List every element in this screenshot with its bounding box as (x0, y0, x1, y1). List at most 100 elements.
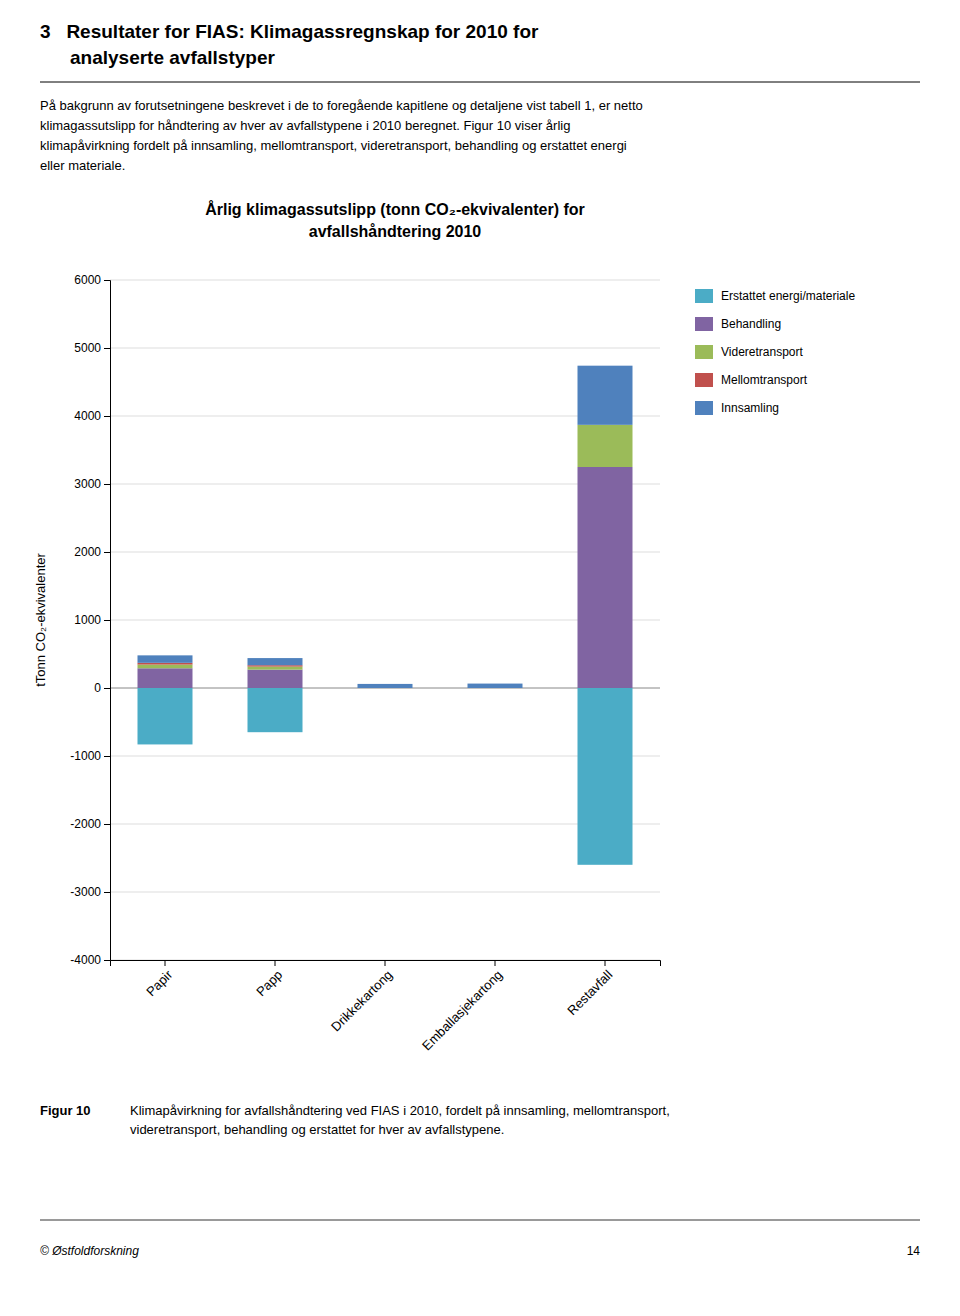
bar (248, 658, 303, 665)
y-tick-mark (104, 348, 110, 349)
y-tick: -3000 (70, 885, 110, 899)
bar (578, 467, 633, 688)
y-tick-label: -4000 (70, 953, 101, 967)
bar (248, 665, 303, 666)
x-tick-label: Emballasjekartong (419, 967, 505, 1053)
x-tick-label: Drikkekartong (328, 967, 395, 1034)
bar (358, 684, 413, 688)
legend-label: Videretransport (721, 345, 803, 359)
series (138, 366, 633, 688)
y-tick-label: 3000 (74, 477, 101, 491)
bar (578, 688, 633, 689)
legend-label: Innsamling (721, 401, 779, 415)
y-tick: 3000 (74, 477, 110, 491)
x-tick: Papir (143, 960, 176, 999)
y-axis: -4000 -3000 -2000 -1000 0 1000 2000 3000 4000 500… (70, 273, 110, 967)
legend-swatch (695, 401, 713, 415)
x-tick: Drikkekartong (328, 960, 395, 1034)
grid-line (110, 280, 660, 281)
legend-swatch (695, 317, 713, 331)
caption: Figur 10Klimapåvirkning for avfallshåndt… (40, 1103, 670, 1137)
legend-swatch (695, 289, 713, 303)
y-tick-mark (104, 416, 110, 417)
body-text: På bakgrunn av forutsetningene beskrevet… (40, 98, 643, 173)
bar (578, 425, 633, 467)
bar (468, 684, 523, 688)
grid-line (110, 348, 660, 349)
x-tick-mark (165, 960, 166, 966)
body-line: klimapåvirkning fordelt på innsamling, m… (40, 138, 627, 153)
y-tick-label: 6000 (74, 273, 101, 287)
y-tick-label: 0 (94, 681, 101, 695)
legend-swatch (695, 345, 713, 359)
body-line: På bakgrunn av forutsetningene beskrevet… (40, 98, 643, 113)
legend-item: Behandling (695, 317, 781, 331)
caption-line: Klimapåvirkning for avfallshåndtering ve… (130, 1103, 670, 1118)
y-tick-label: 5000 (74, 341, 101, 355)
legend-item: Erstattet energi/materiale (695, 289, 855, 303)
body-line: eller materiale. (40, 158, 125, 173)
y-tick-mark (104, 620, 110, 621)
y-tick: 5000 (74, 341, 110, 355)
y-tick: 0 (94, 681, 110, 695)
legend-label: Behandling (721, 317, 781, 331)
heading-line: analyserte avfallstyper (70, 47, 276, 68)
series (138, 688, 633, 865)
y-tick-label: 1000 (74, 613, 101, 627)
y-tick-mark (104, 688, 110, 689)
x-axis: Papir Papp Drikkekartong Emballasjekartong R… (111, 960, 661, 1053)
legend-item: Mellomtransport (695, 373, 808, 387)
bar (138, 688, 193, 744)
y-tick: 4000 (74, 409, 110, 423)
y-tick: -4000 (70, 953, 110, 967)
x-tick-label: Papir (143, 967, 176, 1000)
y-tick-mark (104, 280, 110, 281)
legend-label: Mellomtransport (721, 373, 808, 387)
y-tick: 6000 (74, 273, 110, 287)
y-tick-mark (104, 892, 110, 893)
x-tick-mark (275, 960, 276, 966)
y-axis-line (104, 281, 111, 961)
footer-rule (40, 1220, 920, 1221)
y-tick-mark (104, 552, 110, 553)
legend-item: Innsamling (695, 401, 779, 415)
y-tick: 2000 (74, 545, 110, 559)
page: 3 Resultater for FIAS: Klimagassregnskap… (0, 0, 960, 1316)
y-tick-label: -3000 (70, 885, 101, 899)
series (138, 467, 633, 688)
x-axis-line (111, 961, 661, 967)
y-tick-mark (104, 756, 110, 757)
bar (578, 366, 633, 425)
bar (248, 670, 303, 688)
bar (138, 663, 193, 665)
y-tick: 1000 (74, 613, 110, 627)
heading-rule (40, 82, 920, 83)
x-tick-mark (385, 960, 386, 966)
y-tick-label: 2000 (74, 545, 101, 559)
body-line: klimagassutslipp for håndtering av hver … (40, 118, 570, 133)
bars (138, 366, 633, 865)
y-tick: -2000 (70, 817, 110, 831)
legend-label: Erstattet energi/materiale (721, 289, 855, 303)
caption-line: videretransport, behandling og erstattet… (130, 1122, 504, 1137)
bar (248, 688, 303, 732)
y-tick-label: -1000 (70, 749, 101, 763)
footer-right: 14 (907, 1244, 921, 1258)
bar (138, 665, 193, 669)
bar (248, 667, 303, 670)
x-tick-mark (495, 960, 496, 966)
bar (578, 688, 633, 865)
heading-line: 3 Resultater for FIAS: Klimagassregnskap… (40, 21, 539, 42)
chart-title-line: Årlig klimagassutslipp (tonn CO₂-ekvival… (205, 200, 585, 218)
x-tick: Restavfall (564, 960, 615, 1018)
grid-line (110, 892, 660, 893)
grid (110, 280, 660, 960)
legend-item: Videretransport (695, 345, 803, 359)
legend: Erstattet energi/materiale Behandling Vide… (695, 289, 855, 415)
y-tick-label: -2000 (70, 817, 101, 831)
x-tick: Papp (253, 960, 285, 999)
y-tick-mark (104, 824, 110, 825)
y-tick: -1000 (70, 749, 110, 763)
legend-swatch (695, 373, 713, 387)
x-tick-label: Papp (253, 967, 285, 999)
